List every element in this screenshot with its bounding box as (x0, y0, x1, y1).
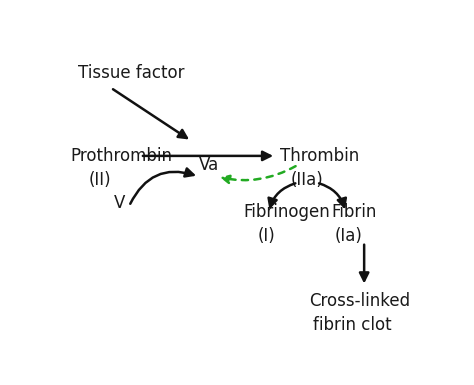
Text: Fibrinogen: Fibrinogen (243, 203, 330, 221)
Text: V: V (114, 194, 126, 212)
Text: Thrombin: Thrombin (280, 147, 359, 165)
Text: (I): (I) (258, 227, 275, 245)
Text: Prothrombin: Prothrombin (70, 147, 172, 165)
Text: (IIa): (IIa) (291, 171, 323, 189)
Text: Va: Va (199, 156, 219, 174)
Text: fibrin clot: fibrin clot (313, 316, 392, 334)
Text: Tissue factor: Tissue factor (78, 64, 184, 82)
Text: Fibrin: Fibrin (331, 203, 376, 221)
Text: (II): (II) (89, 171, 111, 189)
Text: Cross-linked: Cross-linked (309, 292, 410, 310)
Text: (Ia): (Ia) (335, 227, 363, 245)
